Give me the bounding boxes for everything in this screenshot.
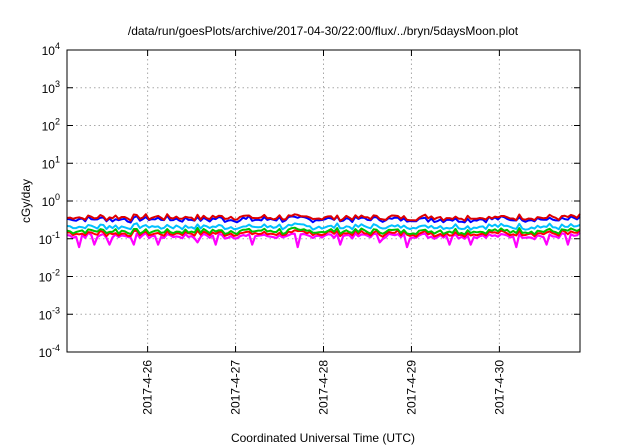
y-tick-exponent: 2 bbox=[55, 117, 60, 127]
y-tick-label: 102 bbox=[42, 117, 60, 134]
y-tick-base: 10 bbox=[39, 308, 53, 322]
y-tick-exponent: -4 bbox=[52, 343, 60, 353]
y-tick-label: 103 bbox=[42, 79, 60, 96]
y-tick-base: 10 bbox=[42, 82, 56, 96]
x-tick-label: 2017-4-28 bbox=[317, 360, 331, 415]
y-axis-label: cGy/day bbox=[19, 179, 33, 223]
y-tick-label: 10-4 bbox=[39, 343, 60, 360]
y-tick-label: 10-3 bbox=[39, 305, 60, 322]
y-tick-exponent: -1 bbox=[52, 230, 60, 240]
x-tick-labels: 2017-4-26 2017-4-27 2017-4-28 2017-4-29 2017… bbox=[141, 360, 507, 415]
ticks bbox=[67, 49, 580, 353]
y-tick-label: 101 bbox=[42, 154, 60, 171]
y-tick-exponent: 1 bbox=[55, 154, 60, 164]
x-axis-label: Coordinated Universal Time (UTC) bbox=[231, 431, 415, 445]
x-tick-label: 2017-4-27 bbox=[229, 360, 243, 415]
y-tick-exponent: 0 bbox=[55, 192, 60, 202]
y-tick-base: 10 bbox=[39, 271, 53, 285]
y-tick-exponent: -3 bbox=[52, 305, 60, 315]
x-tick-label: 2017-4-29 bbox=[404, 360, 418, 415]
y-tick-label: 10-1 bbox=[39, 230, 60, 247]
series-line bbox=[66, 226, 581, 236]
chart-title: /data/run/goesPlots/archive/2017-04-30/2… bbox=[128, 24, 519, 38]
series-line bbox=[66, 231, 581, 249]
series-line bbox=[66, 229, 581, 238]
y-tick-base: 10 bbox=[42, 120, 56, 134]
y-tick-base: 10 bbox=[39, 346, 53, 360]
y-tick-base: 10 bbox=[42, 157, 56, 171]
y-tick-base: 10 bbox=[42, 44, 56, 58]
series-line bbox=[66, 213, 581, 222]
y-tick-base: 10 bbox=[39, 233, 53, 247]
y-tick-label: 100 bbox=[42, 192, 60, 209]
y-tick-label: 10-2 bbox=[39, 268, 60, 285]
x-tick-label: 2017-4-26 bbox=[141, 360, 155, 415]
y-tick-exponent: 4 bbox=[55, 41, 60, 51]
y-tick-exponent: 3 bbox=[55, 79, 60, 89]
series-line bbox=[66, 222, 581, 231]
x-tick-label: 2017-4-30 bbox=[492, 360, 506, 415]
y-tick-label: 104 bbox=[42, 41, 60, 58]
grid bbox=[67, 50, 580, 352]
y-tick-base: 10 bbox=[42, 195, 56, 209]
series-group bbox=[66, 213, 581, 249]
y-tick-exponent: -2 bbox=[52, 268, 60, 278]
